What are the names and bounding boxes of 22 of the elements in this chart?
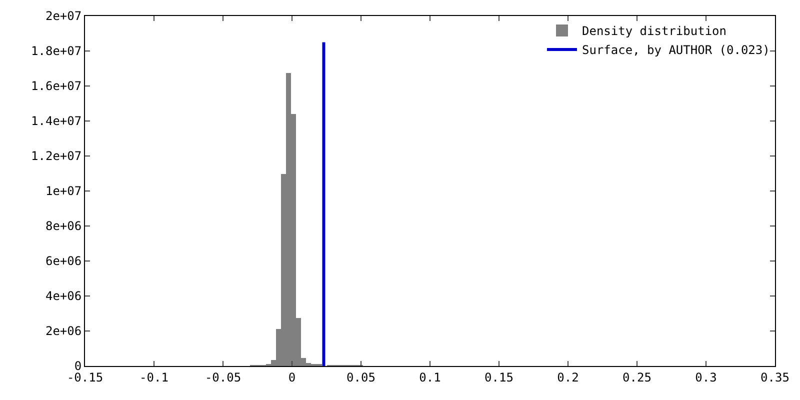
y-tick-label: 8e+06 (45, 219, 82, 234)
x-tick-label: -0.05 (204, 370, 242, 384)
x-tick-label: 0 (288, 370, 296, 384)
y-tick-label: 2e+06 (45, 324, 82, 338)
x-tick-label: 0.1 (419, 370, 441, 384)
legend-label: Surface, by AUTHOR (0.023) (582, 43, 770, 58)
x-tick-label: 0.2 (557, 370, 579, 384)
legend-label: Density distribution (582, 24, 726, 38)
x-tick-label: 0.15 (484, 370, 514, 384)
y-tick-label: 6e+06 (45, 254, 82, 268)
x-tick-label: -0.1 (140, 370, 168, 384)
x-tick-label: 0.35 (760, 370, 790, 384)
y-tick-label: 1.8e+07 (31, 44, 82, 58)
x-tick-label: 0.05 (346, 370, 376, 384)
x-tick-label: 0.25 (622, 370, 652, 384)
y-tick-label: 1.6e+07 (31, 79, 82, 94)
y-tick-label: 1.2e+07 (31, 149, 82, 164)
x-tick-label: 0.3 (695, 370, 717, 384)
y-tick-label: 4e+06 (45, 289, 82, 304)
y-tick-label: 1.4e+07 (31, 114, 82, 128)
y-tick-label: 2e+07 (45, 9, 82, 24)
y-tick-label: 1e+07 (45, 184, 82, 198)
